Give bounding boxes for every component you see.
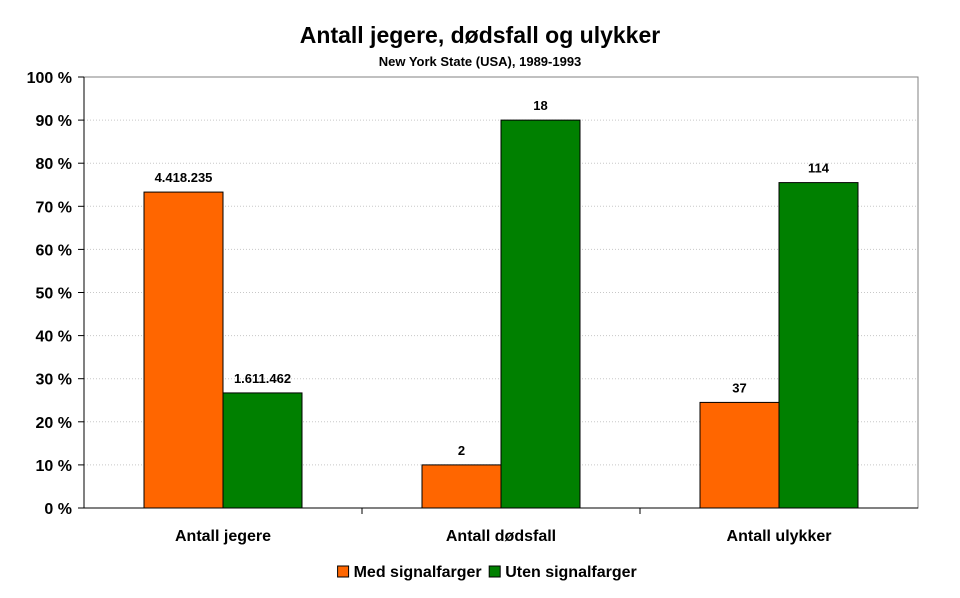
legend: Med signalfarger Uten signalfarger <box>337 564 637 581</box>
data-label: 2 <box>458 443 465 458</box>
y-tick-label: 0 % <box>44 501 72 518</box>
bar <box>222 392 303 509</box>
data-label: 4.418.235 <box>155 170 213 185</box>
legend-label: Uten signalfarger <box>505 564 637 581</box>
legend-swatch <box>337 565 350 578</box>
y-tick-label: 70 % <box>36 199 72 216</box>
bar <box>143 191 224 509</box>
bar <box>421 464 502 509</box>
chart-title: Antall jegere, dødsfall og ulykker <box>299 22 661 48</box>
data-label: 1.611.462 <box>234 371 291 386</box>
y-tick-label: 40 % <box>36 329 72 346</box>
x-tick-label: Antall jegere <box>175 528 271 545</box>
y-tick-label: 10 % <box>36 458 72 475</box>
y-tick-label: 20 % <box>36 415 72 432</box>
x-tick-label: Antall dødsfall <box>446 528 556 545</box>
y-tick-label: 60 % <box>36 242 72 259</box>
bar <box>500 119 581 509</box>
y-tick-label: 50 % <box>36 286 72 303</box>
bar <box>699 401 780 509</box>
x-tick-label: Antall ulykker <box>727 528 832 545</box>
y-tick-label: 30 % <box>36 372 72 389</box>
legend-swatch <box>488 565 501 578</box>
legend-label: Med signalfarger <box>354 564 482 581</box>
bar <box>778 182 859 509</box>
data-label: 114 <box>808 161 830 176</box>
data-label: 18 <box>533 98 547 113</box>
y-tick-label: 90 % <box>36 113 72 130</box>
chart-subtitle: New York State (USA), 1989-1993 <box>378 54 582 69</box>
data-label: 37 <box>732 380 746 395</box>
y-tick-label: 100 % <box>27 70 72 87</box>
y-tick-label: 80 % <box>36 156 72 173</box>
